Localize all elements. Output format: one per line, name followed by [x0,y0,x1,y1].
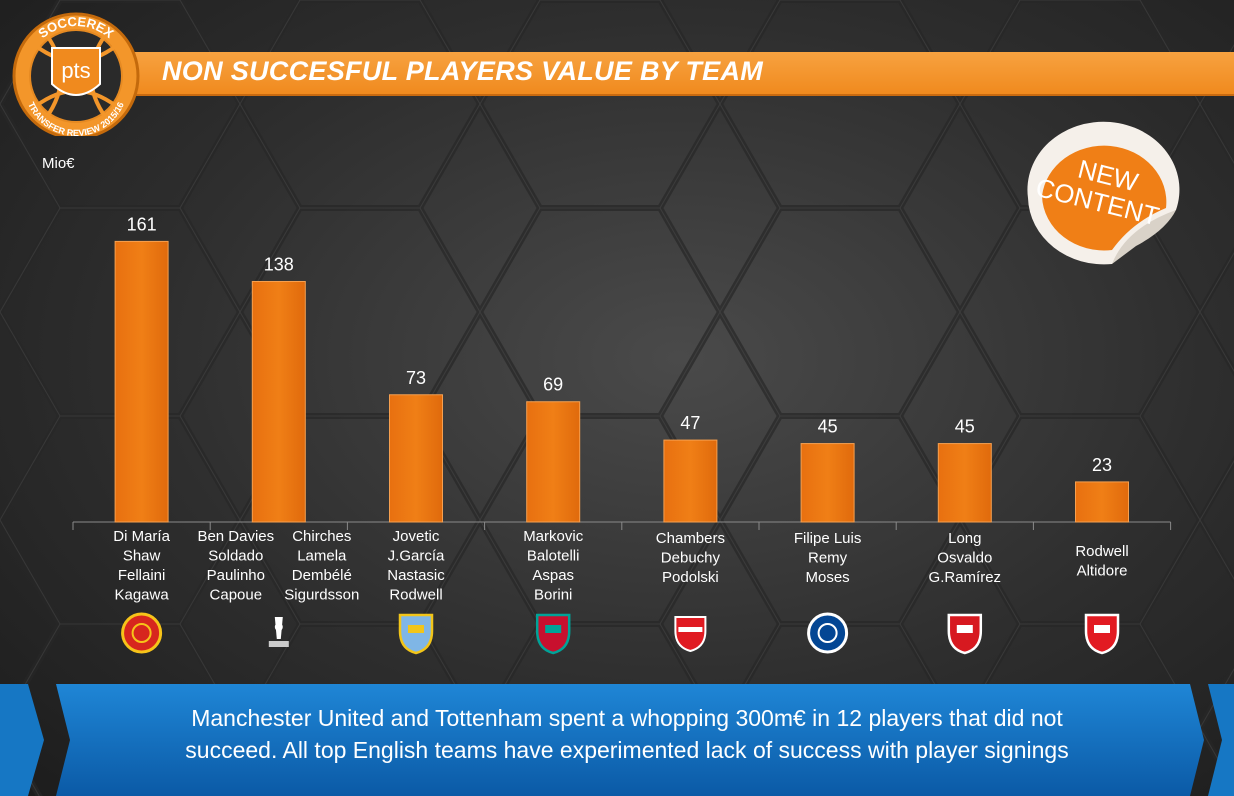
category-label: Nastasic [387,567,445,584]
category-label: Paulinho [207,567,265,584]
bar [800,443,855,523]
data-label: 73 [406,368,426,388]
category-label: Chirches [292,528,351,545]
category-label: Osvaldo [937,550,992,567]
liverpool-crest-icon [535,613,571,655]
category-label: Soldado [208,548,263,565]
category-label: Fellaini [118,567,166,584]
logo-mark: pts [61,58,90,83]
category-label: Debuchy [661,550,721,567]
category-label: Remy [808,550,848,567]
page-title: NON SUCCESFUL PLAYERS VALUE BY TEAM [162,56,764,86]
man-utd-crest-icon [121,612,163,654]
category-label: Dembélé [292,567,352,584]
bar [526,401,581,523]
footer-line-2: succeed. All top English teams have expe… [185,737,1069,763]
bar [1075,481,1129,523]
southampton-crest-icon [947,613,983,655]
data-label: 23 [1092,455,1112,475]
category-label: Di María [113,528,170,545]
sunderland-crest-icon [1084,613,1120,655]
new-content-badge: NEW CONTENT [1027,121,1180,265]
category-label: Kagawa [114,587,169,604]
bar [251,280,306,523]
footer-banner [0,684,1234,796]
category-label: Long [948,530,981,547]
category-label: Moses [806,569,850,586]
tottenham-crest-icon [268,617,289,647]
data-label: 47 [680,413,700,433]
y-axis-unit-label: Mio€ [42,155,75,172]
category-label: J.García [388,548,445,565]
category-label: Lamela [297,548,347,565]
footer-line-1: Manchester United and Tottenham spent a … [191,705,1063,731]
footer-caption: Manchester United and Tottenham spent a … [80,702,1174,766]
data-label: 138 [264,254,294,274]
category-label: Rodwell [1075,543,1128,560]
category-label: Aspas [532,567,574,584]
category-label: Balotelli [527,548,580,565]
man-city-crest-icon [398,613,434,655]
data-label: 161 [127,214,157,234]
bar [663,439,718,523]
category-label: Capoue [210,587,263,604]
category-label: Filipe Luis [794,530,862,547]
data-label: 45 [818,417,838,437]
category-label: G.Ramírez [929,569,1002,586]
chelsea-crest-icon [807,612,849,654]
category-label: Altidore [1077,563,1128,580]
bar [389,394,443,523]
bar [937,443,992,523]
data-label: 69 [543,375,563,395]
category-label: Jovetic [393,528,440,545]
category-label: Ben Davies [197,528,274,545]
arsenal-crest-icon [674,616,707,653]
category-label: Sigurdsson [284,587,359,604]
category-label: Shaw [123,548,161,565]
category-label: Rodwell [389,587,442,604]
soccerex-logo: pts SOCCEREX TRANSFER REVIEW 2015/16 [12,12,140,136]
category-label: Markovic [523,528,584,545]
bar [114,240,169,523]
title-bar [78,52,1234,96]
data-label: 45 [955,417,975,437]
category-label: Borini [534,587,572,604]
category-label: Chambers [656,530,725,547]
category-label: Podolski [662,569,719,586]
